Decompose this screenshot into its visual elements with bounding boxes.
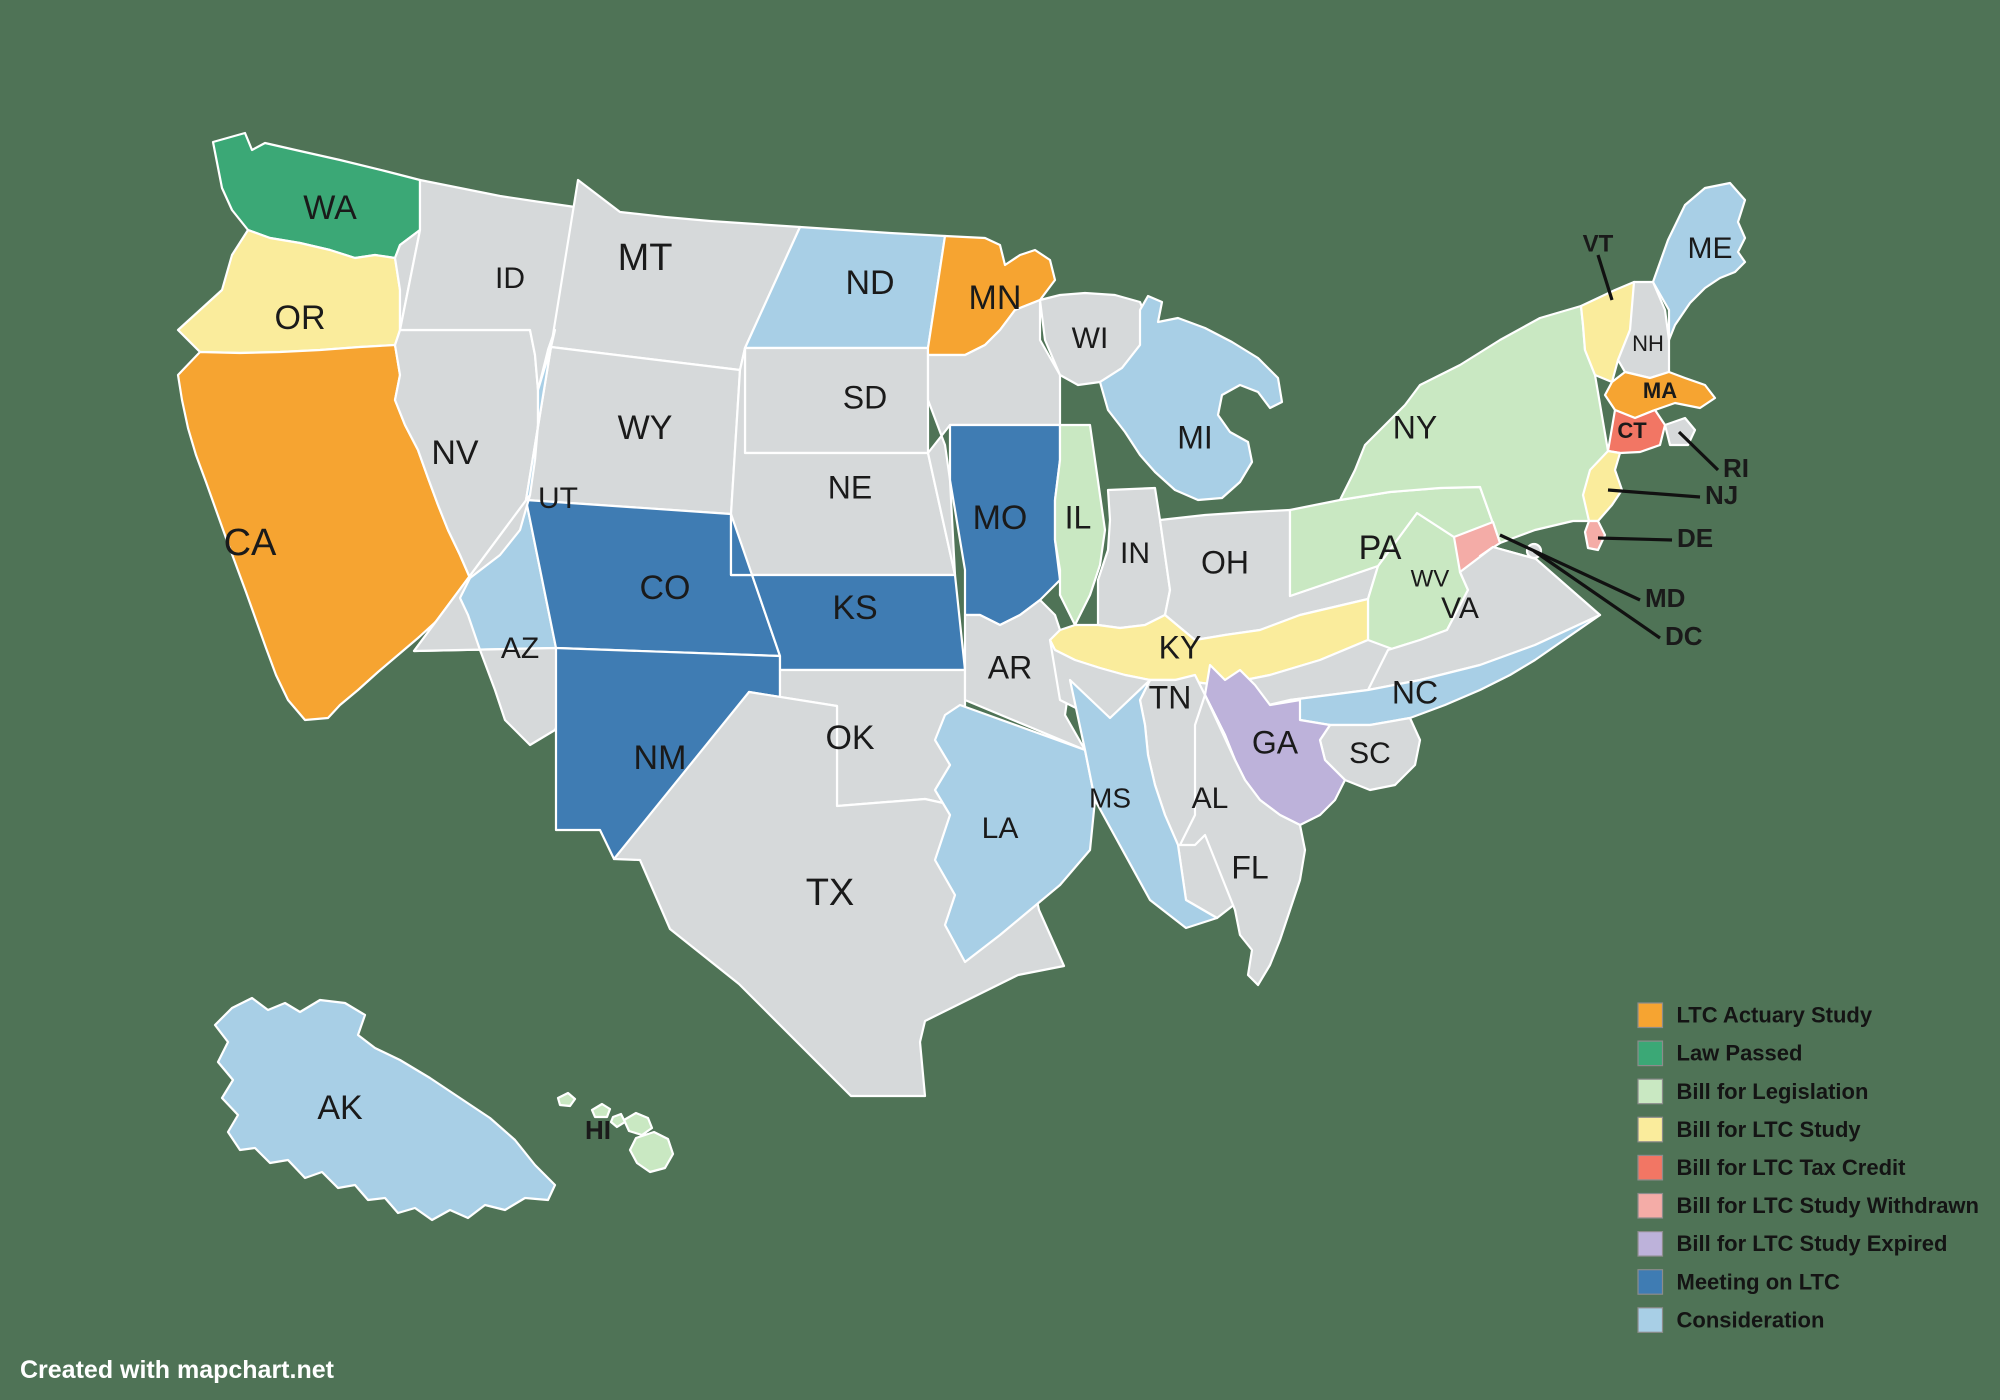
svg-text:KS: KS: [832, 589, 877, 627]
svg-text:VA: VA: [1441, 592, 1479, 625]
svg-text:FL: FL: [1231, 849, 1268, 885]
svg-text:LA: LA: [982, 812, 1019, 845]
svg-text:GA: GA: [1252, 724, 1299, 760]
svg-text:PA: PA: [1359, 529, 1402, 567]
svg-text:MI: MI: [1177, 419, 1213, 455]
svg-text:AK: AK: [317, 1089, 363, 1127]
svg-text:Law Passed: Law Passed: [1677, 1041, 1803, 1066]
svg-text:CA: CA: [224, 522, 277, 564]
svg-text:OK: OK: [825, 719, 874, 757]
svg-text:RI: RI: [1723, 453, 1749, 483]
svg-text:ID: ID: [495, 262, 525, 295]
svg-text:NV: NV: [431, 434, 479, 472]
svg-text:MS: MS: [1089, 782, 1131, 813]
svg-text:NM: NM: [634, 739, 687, 777]
svg-text:DE: DE: [1677, 523, 1713, 553]
svg-text:NY: NY: [1393, 409, 1437, 445]
svg-text:MA: MA: [1643, 378, 1677, 403]
svg-text:OR: OR: [275, 299, 326, 337]
svg-text:NC: NC: [1392, 674, 1438, 710]
svg-text:ME: ME: [1688, 232, 1733, 265]
svg-text:AR: AR: [988, 649, 1032, 685]
svg-text:NJ: NJ: [1705, 480, 1738, 510]
svg-text:IL: IL: [1065, 499, 1092, 535]
svg-text:SC: SC: [1349, 737, 1391, 770]
svg-text:TX: TX: [806, 872, 855, 914]
svg-text:Bill for LTC Study Expired: Bill for LTC Study Expired: [1677, 1231, 1948, 1256]
svg-text:WI: WI: [1072, 322, 1109, 355]
svg-text:OH: OH: [1201, 544, 1249, 580]
svg-text:MT: MT: [618, 237, 673, 279]
svg-text:DC: DC: [1665, 621, 1703, 651]
svg-text:NE: NE: [828, 469, 872, 505]
svg-text:Created with mapchart.net: Created with mapchart.net: [20, 1356, 335, 1384]
svg-text:UT: UT: [538, 482, 578, 515]
svg-text:HI: HI: [585, 1115, 611, 1145]
svg-text:CO: CO: [640, 569, 691, 607]
svg-text:CT: CT: [1617, 418, 1647, 443]
svg-text:Bill for LTC Study: Bill for LTC Study: [1677, 1117, 1862, 1142]
svg-text:Bill for LTC Study Withdrawn: Bill for LTC Study Withdrawn: [1677, 1193, 1979, 1218]
svg-text:TN: TN: [1149, 679, 1192, 715]
svg-text:WA: WA: [303, 189, 357, 227]
svg-text:VT: VT: [1583, 230, 1614, 257]
svg-text:AZ: AZ: [501, 632, 539, 665]
svg-text:Bill for LTC Tax Credit: Bill for LTC Tax Credit: [1677, 1155, 1907, 1180]
svg-text:Consideration: Consideration: [1677, 1307, 1825, 1332]
svg-text:Meeting on LTC: Meeting on LTC: [1677, 1269, 1840, 1294]
svg-text:MN: MN: [969, 279, 1022, 317]
svg-text:MD: MD: [1645, 583, 1685, 613]
svg-text:MO: MO: [973, 499, 1028, 537]
svg-text:NH: NH: [1632, 331, 1664, 356]
svg-text:Bill for Legislation: Bill for Legislation: [1677, 1079, 1869, 1104]
svg-text:WV: WV: [1411, 565, 1450, 592]
svg-text:LTC Actuary Study: LTC Actuary Study: [1677, 1003, 1873, 1028]
svg-text:WY: WY: [618, 409, 673, 447]
svg-text:AL: AL: [1192, 782, 1229, 815]
svg-text:SD: SD: [843, 379, 887, 415]
svg-text:IN: IN: [1120, 537, 1150, 570]
svg-text:ND: ND: [845, 264, 894, 302]
svg-text:KY: KY: [1159, 629, 1202, 665]
